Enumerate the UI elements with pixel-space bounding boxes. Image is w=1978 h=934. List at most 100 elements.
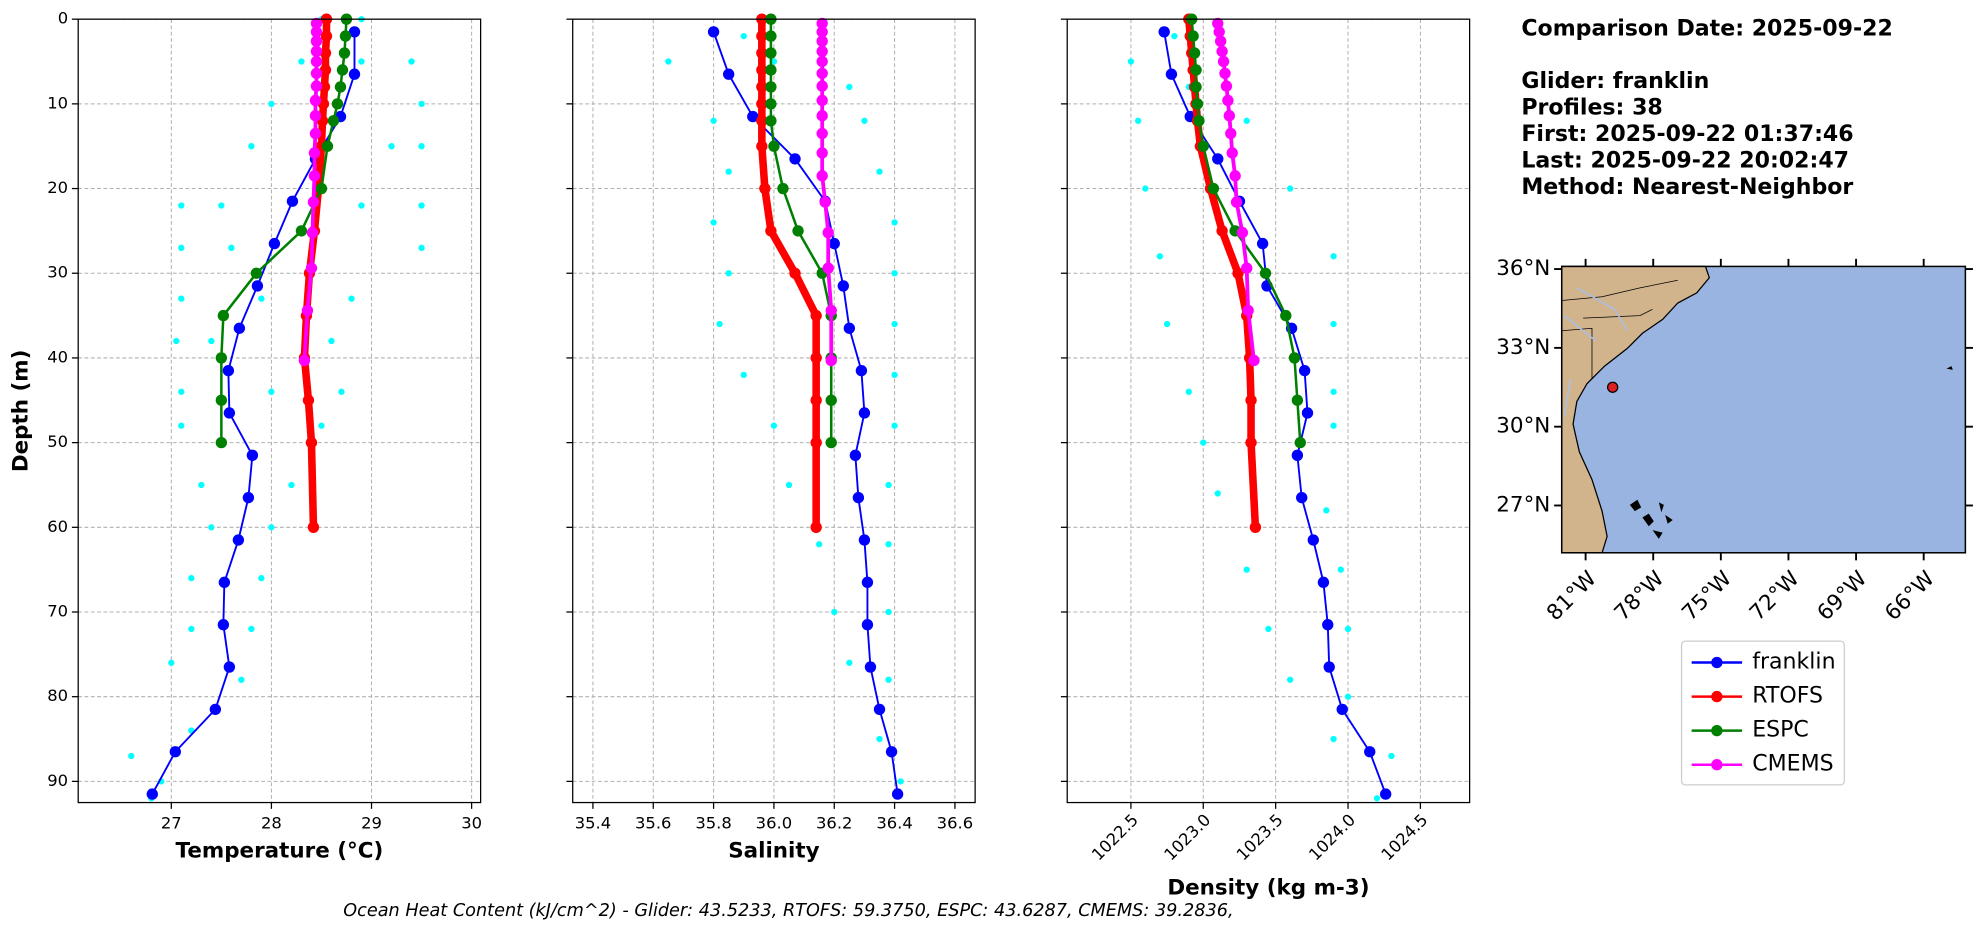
- profile-point: [725, 270, 732, 277]
- x-tick-label: 35.6: [635, 813, 671, 832]
- series-marker: [1190, 64, 1202, 76]
- profile-point: [891, 371, 898, 379]
- profile-point: [248, 625, 255, 633]
- series-marker: [310, 80, 323, 92]
- profile-point: [1142, 185, 1149, 192]
- x-tick-label: 36.0: [756, 813, 792, 832]
- profile-point: [885, 541, 892, 548]
- profile-point: [128, 752, 135, 760]
- series-marker: [756, 115, 768, 127]
- series-line: [300, 19, 331, 528]
- profile-point: [785, 481, 793, 489]
- series-marker: [1245, 436, 1257, 449]
- series-marker: [819, 196, 831, 208]
- y-tick-label: 90: [47, 771, 68, 790]
- profile-point: [258, 295, 265, 302]
- series-marker: [307, 521, 320, 533]
- series-marker: [1230, 196, 1243, 208]
- profile-point: [1156, 253, 1164, 260]
- series-marker: [810, 394, 822, 406]
- series-marker: [309, 127, 322, 140]
- lat-label: 30°N: [1496, 414, 1550, 439]
- series-marker: [315, 182, 328, 195]
- series-marker: [816, 35, 828, 47]
- series-marker: [348, 26, 361, 38]
- panels: 27 28 29 30 0 10 20 30 40 50 60 70 80 90 Temperature (…: [8, 9, 1471, 900]
- series-marker: [810, 352, 822, 364]
- lon-label: 78°W: [1610, 566, 1670, 626]
- profile-point: [1330, 735, 1337, 743]
- series-marker: [816, 110, 828, 122]
- y-axis-label: Depth (m): [8, 350, 33, 473]
- y-tick-label: 20: [47, 178, 68, 197]
- series-marker: [302, 394, 315, 406]
- y-tick-label: 30: [47, 263, 68, 282]
- profile-point: [418, 244, 425, 251]
- profile-point: [348, 295, 355, 302]
- profile-point: [1134, 117, 1142, 124]
- series-marker: [1225, 127, 1237, 140]
- profile-point: [178, 295, 185, 302]
- series-marker: [822, 226, 834, 239]
- x-tick-label: 36.4: [876, 813, 912, 832]
- profile-point: [208, 337, 215, 345]
- series-marker: [1298, 364, 1311, 377]
- profile-point: [168, 659, 175, 666]
- info-title: Comparison Date: 2025-09-22: [1521, 16, 1892, 41]
- series-marker: [1216, 225, 1228, 237]
- series-marker: [1232, 267, 1244, 279]
- profile-point: [770, 58, 778, 65]
- lon-label: 66°W: [1880, 566, 1940, 626]
- series-marker: [861, 619, 874, 631]
- profile-point: [178, 244, 185, 251]
- y-tick-label: 50: [47, 432, 68, 451]
- series-marker: [217, 619, 230, 631]
- series-marker: [218, 576, 231, 589]
- info-line: Last: 2025-09-22 20:02:47: [1521, 149, 1849, 174]
- series-marker: [789, 153, 801, 165]
- series-marker: [309, 110, 322, 122]
- profile-point: [1243, 117, 1250, 124]
- series-marker: [1241, 262, 1253, 274]
- series-marker: [1291, 394, 1304, 406]
- profile-point: [358, 202, 365, 209]
- legend-marker: [1711, 690, 1723, 703]
- legend-label: CMEMS: [1752, 752, 1833, 777]
- profile-point: [1200, 439, 1207, 446]
- profile-point: [208, 524, 215, 531]
- series-marker: [1216, 45, 1228, 58]
- series-marker: [707, 26, 720, 38]
- series-marker: [861, 576, 874, 589]
- series-marker: [1307, 534, 1319, 546]
- x-tick-label: 35.8: [695, 813, 731, 832]
- profile-point: [248, 143, 255, 150]
- x-tick-label: 36.2: [816, 813, 852, 832]
- profile-point: [1344, 693, 1352, 700]
- series-marker: [828, 237, 840, 250]
- profile-point: [897, 778, 904, 785]
- x-tick-label: 1024.5: [1378, 810, 1432, 864]
- info-line: First: 2025-09-22 01:37:46: [1521, 122, 1853, 147]
- profile-point: [268, 388, 275, 395]
- series-marker: [1256, 237, 1269, 250]
- lon-label: 75°W: [1677, 566, 1737, 626]
- series-marker: [268, 237, 281, 250]
- series-marker: [816, 26, 828, 38]
- y-tick-label: 60: [47, 517, 68, 536]
- profile-point: [1286, 185, 1294, 192]
- series-marker: [1294, 436, 1306, 449]
- profile-point: [876, 735, 883, 743]
- series-marker: [1220, 80, 1233, 92]
- profile-point: [1163, 320, 1171, 328]
- series-marker: [816, 170, 828, 182]
- series-marker: [768, 140, 780, 152]
- series-marker: [327, 115, 340, 127]
- series-marker: [810, 309, 822, 322]
- profile-point: [318, 422, 325, 429]
- profile-point: [198, 481, 205, 489]
- series-marker: [765, 30, 777, 42]
- panel: 35.4 35.6 35.8 36.0 36.2 36.4 36.6 Salinity: [566, 13, 976, 864]
- series-marker: [246, 449, 259, 462]
- y-tick-label: 40: [47, 347, 68, 366]
- info-line: Glider: franklin: [1521, 69, 1709, 94]
